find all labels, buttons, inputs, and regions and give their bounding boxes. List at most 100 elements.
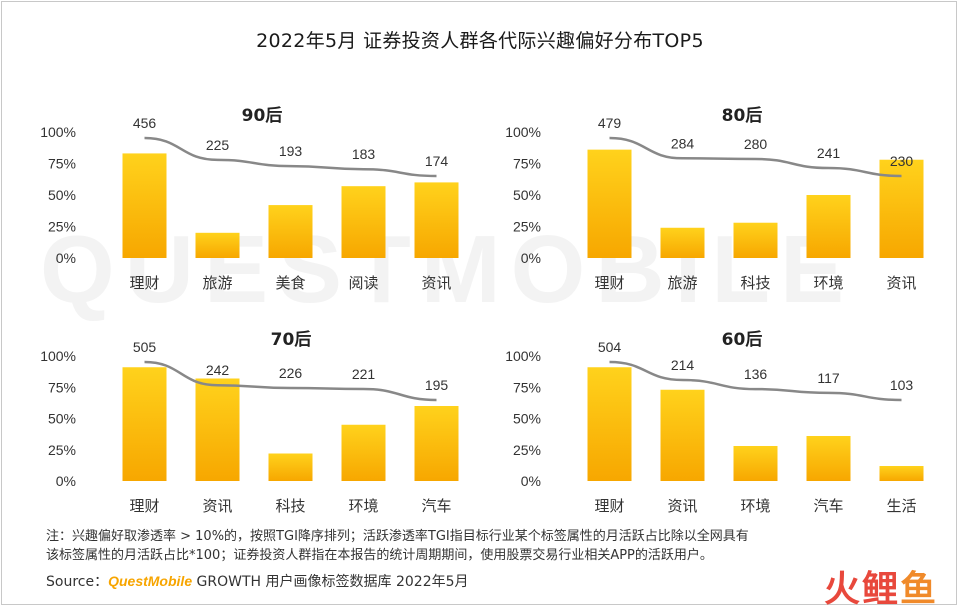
- category-label: 生活: [886, 497, 916, 515]
- tgi-value-label: 280: [744, 136, 768, 152]
- y-tick-label: 0%: [521, 473, 541, 489]
- bar: [195, 378, 240, 481]
- panel-title: 70后: [271, 330, 312, 350]
- bar: [660, 227, 705, 258]
- tgi-value-label: 505: [133, 339, 157, 355]
- bar: [587, 149, 632, 258]
- footnote-line-2: 该标签属性的月活跃占比*100；证券投资人群指在本报告的统计周期期间，使用股票交…: [46, 548, 713, 563]
- panel-title: 80后: [722, 106, 763, 126]
- y-tick-label: 0%: [521, 250, 541, 266]
- bar: [341, 424, 386, 481]
- category-label: 汽车: [813, 497, 843, 515]
- y-tick-label: 75%: [513, 379, 541, 395]
- y-tick-label: 50%: [513, 411, 541, 427]
- y-tick-label: 50%: [48, 411, 76, 427]
- y-tick-label: 25%: [48, 219, 76, 235]
- bar: [660, 389, 705, 481]
- bar: [414, 406, 459, 481]
- tgi-value-label: 183: [352, 146, 376, 162]
- category-label: 汽车: [421, 497, 451, 515]
- brand-logo: 火鲤鱼: [824, 560, 938, 612]
- y-tick-label: 75%: [48, 379, 76, 395]
- category-label: 环境: [813, 274, 843, 292]
- tgi-value-label: 226: [279, 365, 303, 381]
- tgi-line: [144, 136, 437, 178]
- category-label: 旅游: [202, 274, 232, 292]
- tgi-value-label: 193: [279, 143, 303, 159]
- source-text: GROWTH 用户画像标签数据库 2022年5月: [192, 574, 469, 590]
- bar: [195, 232, 240, 258]
- tgi-value-label: 504: [598, 339, 622, 355]
- source-label: Source：: [46, 574, 109, 590]
- y-tick-label: 75%: [513, 156, 541, 172]
- category-label: 理财: [129, 497, 159, 515]
- logo-char-1: 火: [823, 569, 862, 610]
- y-tick-label: 75%: [48, 156, 76, 172]
- y-tick-label: 50%: [48, 187, 76, 203]
- y-tick-label: 25%: [48, 442, 76, 458]
- panel-title: 90后: [242, 106, 283, 126]
- tgi-value-label: 225: [206, 137, 230, 153]
- tgi-value-label: 195: [425, 377, 449, 393]
- tgi-value-label: 284: [671, 135, 695, 151]
- category-label: 理财: [129, 274, 159, 292]
- chart-title: 2022年5月 证券投资人群各代际兴趣偏好分布TOP5: [256, 30, 704, 52]
- category-label: 阅读: [348, 274, 378, 292]
- y-tick-label: 100%: [40, 124, 76, 140]
- category-label: 环境: [740, 497, 770, 515]
- tgi-value-label: 230: [890, 153, 914, 169]
- tgi-value-label: 242: [206, 362, 230, 378]
- bar: [268, 205, 313, 258]
- bar: [122, 153, 167, 258]
- y-tick-label: 0%: [56, 250, 76, 266]
- logo-char-2: 鲤: [861, 569, 900, 610]
- tgi-value-label: 174: [425, 153, 449, 169]
- y-tick-label: 100%: [505, 124, 541, 140]
- bar: [879, 466, 924, 481]
- category-label: 理财: [594, 497, 624, 515]
- bar: [587, 367, 632, 481]
- category-label: 环境: [348, 497, 378, 515]
- category-label: 资讯: [886, 274, 916, 292]
- tgi-value-label: 117: [817, 370, 840, 386]
- source-brand: QuestMobile: [108, 573, 193, 589]
- bar: [806, 436, 851, 481]
- tgi-value-label: 103: [890, 377, 914, 393]
- bar: [733, 446, 778, 481]
- tgi-value-label: 479: [598, 115, 622, 131]
- panel-title: 60后: [722, 330, 763, 350]
- category-label: 科技: [740, 274, 770, 292]
- y-tick-label: 50%: [513, 187, 541, 203]
- category-label: 科技: [275, 497, 305, 515]
- bar: [806, 195, 851, 258]
- y-tick-label: 100%: [40, 348, 76, 364]
- tgi-value-label: 214: [671, 357, 695, 373]
- y-tick-label: 25%: [513, 219, 541, 235]
- category-label: 资讯: [667, 497, 697, 515]
- tgi-value-label: 221: [352, 366, 376, 382]
- y-tick-label: 100%: [505, 348, 541, 364]
- y-tick-label: 25%: [513, 442, 541, 458]
- tgi-line: [144, 360, 437, 402]
- tgi-value-label: 456: [133, 115, 157, 131]
- tgi-line: [609, 360, 902, 402]
- y-tick-label: 0%: [56, 473, 76, 489]
- source-line: Source：QuestMobile GROWTH 用户画像标签数据库 2022…: [46, 572, 469, 592]
- tgi-value-label: 241: [817, 145, 841, 161]
- category-label: 资讯: [202, 497, 232, 515]
- logo-char-3: 鱼: [899, 569, 938, 610]
- bar: [122, 367, 167, 481]
- category-label: 理财: [594, 274, 624, 292]
- tgi-value-label: 136: [744, 366, 768, 382]
- tgi-line: [609, 136, 902, 178]
- category-label: 资讯: [421, 274, 451, 292]
- bar: [341, 186, 386, 258]
- category-label: 美食: [275, 274, 305, 292]
- bar: [414, 182, 459, 258]
- category-label: 旅游: [667, 274, 697, 292]
- footnote-line-1: 注：兴趣偏好取渗透率 > 10%的，按照TGI降序排列；活跃渗透率TGI指目标行…: [46, 529, 749, 544]
- bar: [733, 222, 778, 258]
- bar: [268, 453, 313, 481]
